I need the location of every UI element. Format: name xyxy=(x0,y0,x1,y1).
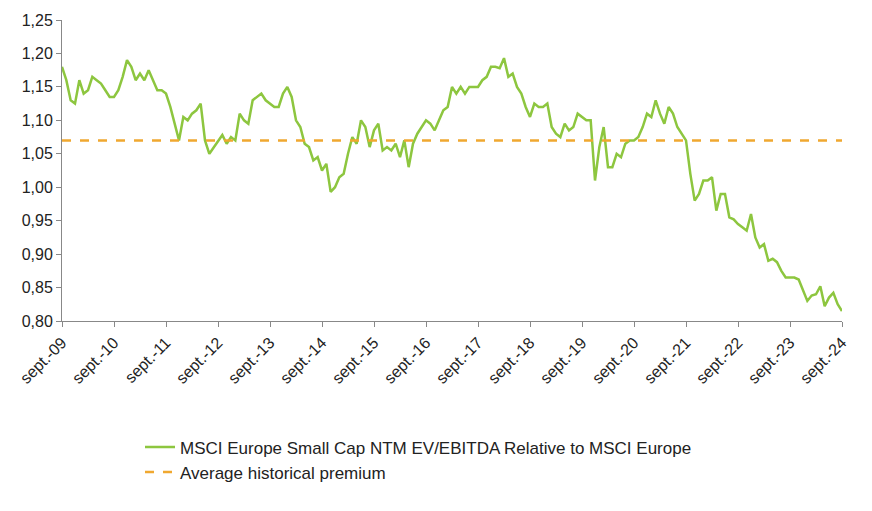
svg-text:1,05: 1,05 xyxy=(22,145,53,162)
svg-text:sept.-10: sept.-10 xyxy=(69,334,122,387)
svg-text:1,20: 1,20 xyxy=(22,45,53,62)
svg-text:sept.-17: sept.-17 xyxy=(433,334,486,387)
svg-text:MSCI Europe Small Cap NTM EV/E: MSCI Europe Small Cap NTM EV/EBITDA Rela… xyxy=(180,439,691,458)
svg-text:sept.-21: sept.-21 xyxy=(641,334,694,387)
svg-text:1,00: 1,00 xyxy=(22,179,53,196)
svg-text:sept.-09: sept.-09 xyxy=(17,334,70,387)
svg-text:sept.-13: sept.-13 xyxy=(225,334,278,387)
svg-text:1,25: 1,25 xyxy=(22,12,53,29)
svg-text:0,90: 0,90 xyxy=(22,246,53,263)
svg-text:sept.-12: sept.-12 xyxy=(173,334,226,387)
svg-text:0,95: 0,95 xyxy=(22,212,53,229)
svg-text:sept.-22: sept.-22 xyxy=(693,334,746,387)
svg-text:sept.-16: sept.-16 xyxy=(381,334,434,387)
svg-text:Average historical premium: Average historical premium xyxy=(180,464,386,483)
svg-text:sept.-20: sept.-20 xyxy=(589,334,642,387)
svg-text:1,10: 1,10 xyxy=(22,112,53,129)
svg-text:sept.-23: sept.-23 xyxy=(745,334,798,387)
svg-text:sept.-19: sept.-19 xyxy=(537,334,590,387)
svg-text:0,80: 0,80 xyxy=(22,313,53,330)
svg-text:1,15: 1,15 xyxy=(22,78,53,95)
svg-text:sept.-11: sept.-11 xyxy=(122,334,174,386)
svg-text:sept.-24: sept.-24 xyxy=(797,334,850,387)
svg-text:0,85: 0,85 xyxy=(22,279,53,296)
svg-text:sept.-15: sept.-15 xyxy=(329,334,382,387)
svg-text:sept.-18: sept.-18 xyxy=(485,334,538,387)
svg-text:sept.-14: sept.-14 xyxy=(277,334,330,387)
